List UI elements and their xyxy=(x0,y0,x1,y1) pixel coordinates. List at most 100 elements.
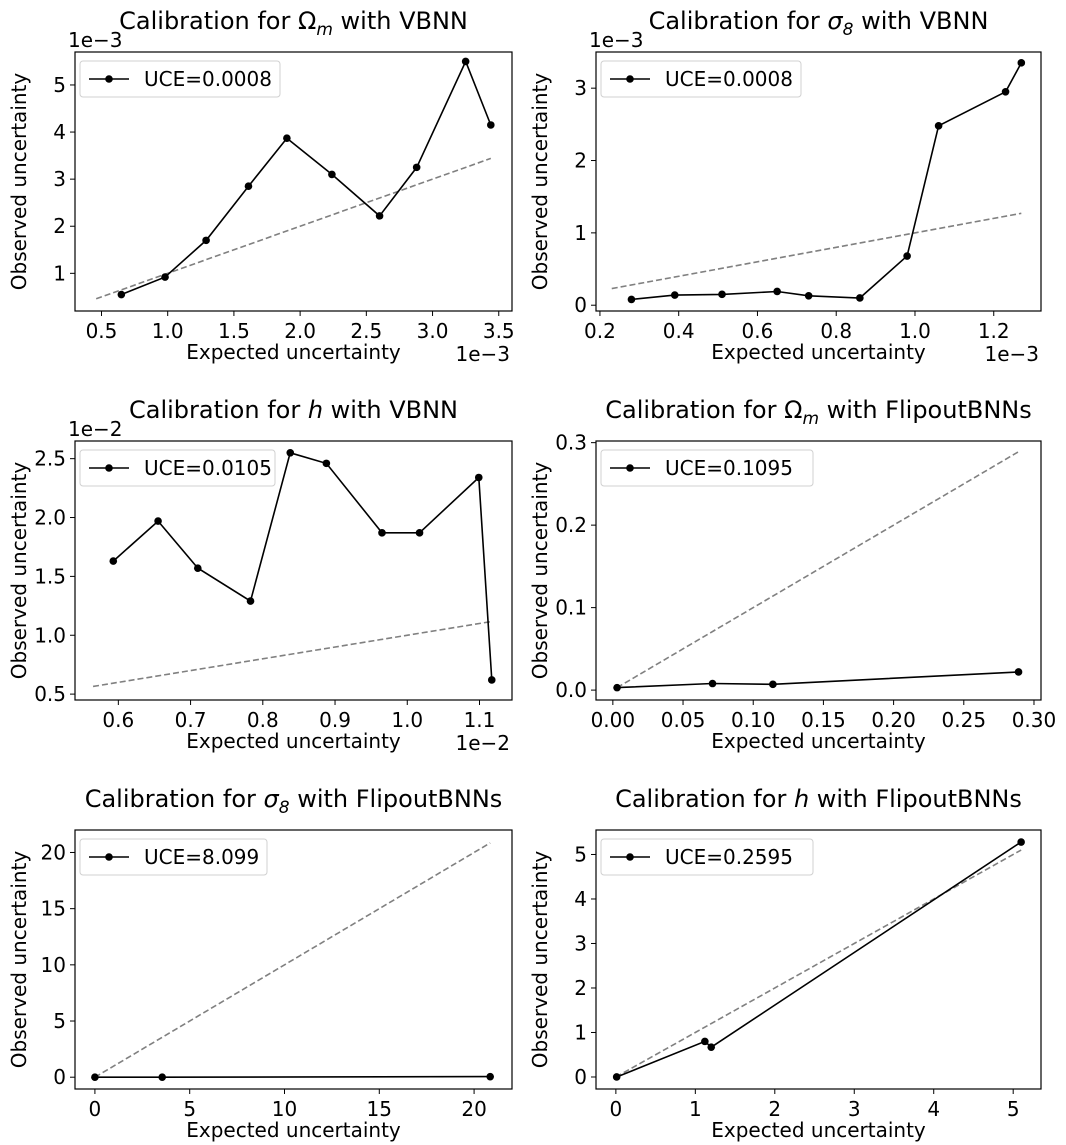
chart-1-title-part: m xyxy=(316,20,333,40)
chart-6-data-point xyxy=(1017,838,1025,846)
chart-2-x-tick-label: 1.0 xyxy=(899,319,931,343)
chart-6-y-tick-label: 2 xyxy=(574,976,587,1000)
chart-1-y-tick-label: 2 xyxy=(53,214,66,238)
chart-3-y-tick-label: 2.5 xyxy=(34,447,66,471)
chart-6-legend-marker xyxy=(626,853,634,861)
chart-4-title: Calibration for Ωm with FlipoutBNNs xyxy=(605,396,1031,429)
chart-6-x-tick-label: 4 xyxy=(927,1097,940,1121)
chart-5-x-axis-label: Expected uncertainty xyxy=(186,1118,401,1142)
chart-2-legend-box xyxy=(600,60,802,98)
chart-2-title: Calibration for σ8 with VBNN xyxy=(649,7,989,40)
chart-4-y-tick-label: 0.0 xyxy=(555,678,587,702)
chart-1-data-point xyxy=(487,121,495,129)
chart-3-data-point xyxy=(474,473,483,482)
chart-5-legend-marker xyxy=(105,853,113,861)
chart-5-x-tick-label: 15 xyxy=(367,1097,392,1121)
chart-5-x-tick-label: 5 xyxy=(183,1097,196,1121)
chart-5-y-axis-label: Observed uncertainty xyxy=(7,851,31,1069)
chart-3-y-tick-label: 1.0 xyxy=(34,623,66,647)
chart-1-data-point xyxy=(375,212,384,220)
chart-2-legend-marker xyxy=(626,75,634,83)
chart-1-title-part: Calibration for xyxy=(119,7,298,35)
chart-5-legend: UCE=8.099 xyxy=(79,838,268,876)
chart-2-x-offset-label: 1e−3 xyxy=(984,342,1039,366)
chart-6-x-tick-label: 3 xyxy=(848,1097,861,1121)
chart-2-y-tick-label: 2 xyxy=(574,149,587,173)
chart-6-legend-label: UCE=0.2595 xyxy=(665,845,793,869)
chart-3-data-point xyxy=(109,557,118,565)
chart-2-axes-frame xyxy=(595,51,1042,312)
chart-1-data-point xyxy=(461,57,470,66)
chart-2-legend-label: UCE=0.0008 xyxy=(665,67,793,91)
chart-3-x-tick-label: 0.8 xyxy=(247,708,279,732)
chart-3-legend: UCE=0.0105 xyxy=(79,449,276,487)
chart-2-data-point xyxy=(718,290,726,299)
chart-3-y-offset-label: 1e−2 xyxy=(68,417,123,441)
chart-3-data-point xyxy=(415,529,424,537)
chart-5-y-tick-label: 5 xyxy=(53,1009,66,1033)
chart-3-data-point xyxy=(193,564,202,572)
chart-5-y-tick-label: 10 xyxy=(41,953,66,977)
chart-4-series-line xyxy=(617,671,1019,689)
chart-6-y-axis-label: Observed uncertainty xyxy=(528,851,552,1069)
chart-1-data-point xyxy=(412,163,421,172)
chart-1-title-part: Ω xyxy=(298,7,316,35)
chart-1-title-part: with VBNN xyxy=(333,7,468,35)
chart-5-y-tick-label: 0 xyxy=(53,1065,66,1089)
chart-3-y-tick-label: 0.5 xyxy=(34,682,66,706)
chart-2-data-point xyxy=(934,121,943,130)
chart-1-x-tick-label: 1.5 xyxy=(218,319,250,343)
chart-3-legend-box xyxy=(79,449,276,487)
chart-3-legend-marker xyxy=(105,464,113,472)
chart-2-data-point xyxy=(804,292,813,300)
chart-4-legend: UCE=0.1095 xyxy=(600,449,814,487)
chart-4-x-tick-label: 0.10 xyxy=(731,708,776,732)
chart-3-title-part: h xyxy=(308,396,323,424)
chart-2-x-tick-label: 0.8 xyxy=(820,319,852,343)
chart-5-series-line xyxy=(94,1075,491,1078)
chart-1-data-point xyxy=(202,236,210,245)
chart-2-title-part: σ xyxy=(827,7,843,35)
chart-3: 0.6 0.7 0.8 0.9 1.0 1.10.51.01.52.02.51e−21e−… xyxy=(7,396,513,755)
chart-4-x-tick-label: 0.30 xyxy=(1012,708,1057,732)
chart-2-x-tick-label: 0.2 xyxy=(584,319,616,343)
chart-4-x-tick-label: 0.15 xyxy=(801,708,846,732)
chart-1-legend: UCE=0.0008 xyxy=(79,60,281,98)
chart-2-title-part: with VBNN xyxy=(853,7,988,35)
chart-4-y-tick-label: 0.3 xyxy=(555,431,587,455)
chart-5-axes-frame xyxy=(74,829,513,1090)
chart-3-title: Calibration for h with VBNN xyxy=(129,396,458,424)
chart-5-legend-box xyxy=(79,838,268,876)
chart-4-reference-line xyxy=(616,451,1019,689)
chart-6-x-tick-label: 0 xyxy=(609,1097,622,1121)
chart-2-y-tick-label: 1 xyxy=(574,221,587,245)
chart-1-legend-box xyxy=(79,60,281,98)
chart-1-reference-line xyxy=(95,157,492,300)
chart-6-title-part: Calibration for xyxy=(615,785,794,813)
chart-3-x-tick-label: 0.7 xyxy=(175,708,207,732)
chart-2-title-part: Calibration for xyxy=(649,7,828,35)
chart-6-x-axis-label: Expected uncertainty xyxy=(711,1118,926,1142)
chart-1-x-axis-label: Expected uncertainty xyxy=(186,340,401,364)
chart-3-series-line xyxy=(112,451,493,681)
chart-5-data-point xyxy=(486,1072,494,1081)
chart-3-data-point xyxy=(154,517,162,525)
chart-5-title-part: 8 xyxy=(279,798,290,818)
chart-6-x-tick-label: 5 xyxy=(1007,1097,1020,1121)
chart-4-data-point xyxy=(708,679,717,688)
chart-4-title-part: with FlipoutBNNs xyxy=(819,396,1032,424)
chart-6-data-point xyxy=(701,1037,709,1046)
chart-3-x-tick-label: 1.0 xyxy=(391,708,423,732)
chart-4-x-tick-label: 0.25 xyxy=(942,708,987,732)
chart-6-title-part: with FlipoutBNNs xyxy=(809,785,1022,813)
chart-5-y-tick-label: 20 xyxy=(41,840,66,864)
chart-3-data-point xyxy=(322,459,331,468)
chart-3-x-tick-label: 0.6 xyxy=(102,708,134,732)
chart-5-reference-line xyxy=(94,842,491,1078)
chart-2-title-part: 8 xyxy=(843,20,854,40)
chart-3-data-point xyxy=(246,597,255,605)
chart-1-y-tick-label: 1 xyxy=(53,261,66,285)
chart-3-data-point xyxy=(378,529,386,537)
chart-6-y-tick-label: 4 xyxy=(574,887,587,911)
chart-2-x-tick-label: 0.6 xyxy=(742,319,774,343)
